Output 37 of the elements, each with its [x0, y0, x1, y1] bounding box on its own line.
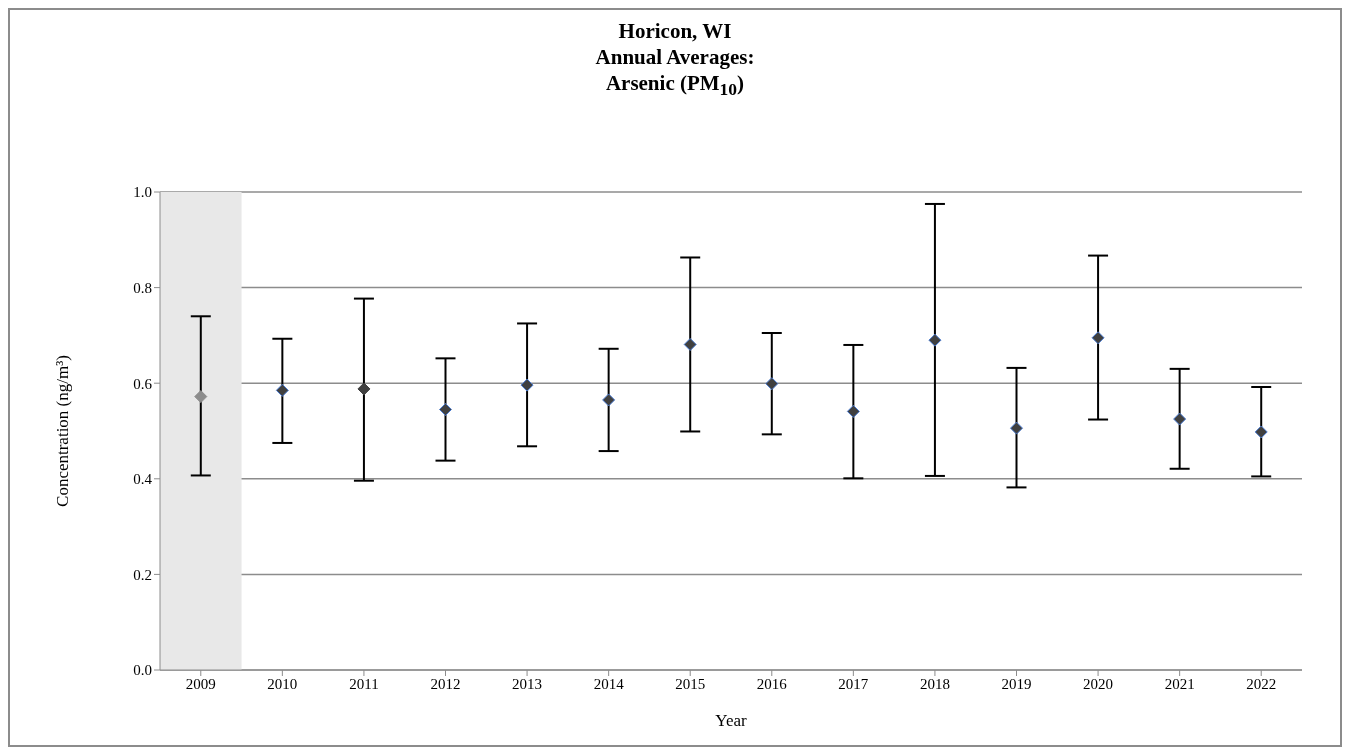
- point: [765, 377, 779, 391]
- y-tick-label: 0.8: [133, 279, 152, 296]
- y-tick-label: 0.6: [133, 375, 153, 392]
- y-tick-label: 1.0: [133, 184, 152, 201]
- point: [1010, 421, 1023, 435]
- x-tick-label: 2009: [185, 675, 216, 692]
- x-tick-label: 2017: [838, 675, 869, 692]
- x-tick-label: 2019: [1001, 675, 1032, 692]
- x-axis-title: Year: [715, 711, 747, 730]
- y-tick-label: 0.4: [133, 471, 153, 488]
- x-tick-label: 2022: [1246, 675, 1277, 692]
- point: [194, 390, 208, 404]
- point: [846, 404, 860, 418]
- y-tick-label: 0.2: [133, 566, 152, 583]
- point: [357, 382, 371, 396]
- point: [602, 393, 616, 407]
- x-tick-label: 2010: [267, 675, 298, 692]
- point: [1254, 425, 1268, 439]
- x-tick-label: 2012: [430, 675, 461, 692]
- y-axis-title: Concentration (ng/m³): [53, 355, 72, 507]
- point: [1173, 412, 1187, 426]
- x-tick-label: 2016: [756, 675, 788, 692]
- point: [1091, 331, 1105, 345]
- x-tick-label: 2021: [1164, 675, 1195, 692]
- point: [275, 383, 289, 397]
- point: [683, 337, 697, 351]
- x-tick-label: 2020: [1083, 675, 1114, 692]
- x-tick-label: 2011: [349, 675, 379, 692]
- x-tick-label: 2013: [512, 675, 543, 692]
- x-tick-label: 2015: [675, 675, 706, 692]
- point: [928, 333, 942, 347]
- point: [439, 402, 452, 416]
- x-tick-label: 2018: [919, 675, 950, 692]
- point: [520, 378, 534, 392]
- chart-title: Horicon, WI Annual Averages: Arsenic (PM$_{10}$): [594, 18, 756, 102]
- y-tick-label: 0.0: [133, 662, 152, 679]
- x-tick-label: 2014: [593, 675, 625, 692]
